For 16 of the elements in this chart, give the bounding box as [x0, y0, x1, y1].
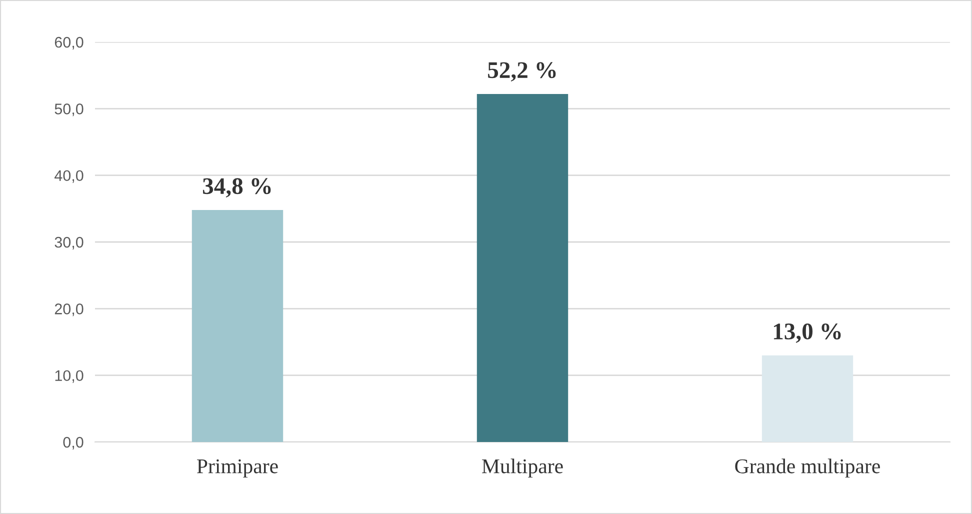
bar [192, 210, 284, 442]
x-tick-label: Grande multipare [735, 458, 880, 478]
bar [476, 94, 568, 442]
data-label: 13,0 % [774, 323, 841, 343]
data-label: 52,2 % [488, 62, 556, 82]
y-tick-label: 0,0 [63, 436, 84, 450]
x-tick-label: Primipare [197, 459, 278, 478]
y-tick-label: 50,0 [54, 104, 84, 116]
y-tick-label: 10,0 [55, 370, 84, 383]
y-tick-label: 40,0 [54, 170, 84, 183]
y-tick-label: 60,0 [54, 36, 84, 50]
y-tick-label: 20,0 [54, 304, 84, 316]
bar [762, 355, 854, 442]
y-tick-label: 30,0 [54, 236, 84, 250]
data-label: 34,8 % [202, 178, 271, 198]
x-tick-label: Multipare [482, 458, 563, 478]
